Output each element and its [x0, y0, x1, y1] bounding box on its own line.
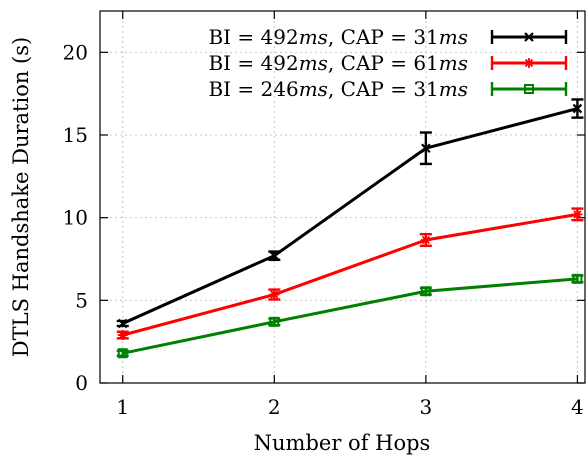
legend-label-part: ms [299, 25, 328, 49]
legend-label-part: , CAP = 31 [328, 25, 439, 49]
x-tick-label: 1 [116, 395, 129, 419]
data-point [269, 290, 279, 300]
y-tick-label: 10 [63, 206, 88, 230]
marker-stroke [421, 235, 431, 245]
legend-label-part: ms [439, 77, 468, 101]
data-point [118, 330, 128, 340]
y-tick-label: 0 [75, 371, 88, 395]
legend-entry-3: BI = 246ms, CAP = 31ms [208, 77, 566, 101]
marker-stroke [269, 290, 279, 300]
marker-stroke [524, 58, 534, 68]
legend-label-part: BI = 492 [208, 51, 298, 75]
legend-label-part: ms [439, 51, 468, 75]
marker-stroke [572, 209, 582, 219]
x-tick-label: 4 [571, 395, 584, 419]
legend-label-part: ms [439, 25, 468, 49]
y-tick-label: 15 [63, 123, 88, 147]
legend-marker [524, 58, 534, 68]
series-2 [117, 209, 584, 340]
legend-label: BI = 492ms, CAP = 61ms [208, 51, 468, 75]
y-tick-label: 20 [63, 40, 88, 64]
legend-label-part: BI = 246 [208, 77, 298, 101]
series-3 [117, 275, 584, 357]
legend-entry-1: BI = 492ms, CAP = 31ms [208, 25, 566, 49]
legend-label-part: BI = 492 [208, 25, 298, 49]
series-group [117, 99, 584, 357]
x-axis-title: Number of Hops [254, 431, 431, 455]
legend-label: BI = 492ms, CAP = 31ms [208, 25, 468, 49]
y-tick-label: 5 [75, 288, 88, 312]
data-point [572, 209, 582, 219]
marker-stroke [118, 330, 128, 340]
series-line [123, 214, 578, 335]
series-1 [117, 99, 584, 327]
data-point [421, 235, 431, 245]
legend-label-part: , CAP = 61 [328, 51, 439, 75]
legend-entry-2: BI = 492ms, CAP = 61ms [208, 51, 566, 75]
x-tick-label: 2 [268, 395, 281, 419]
legend-label: BI = 246ms, CAP = 31ms [208, 77, 468, 101]
x-tick-label: 3 [419, 395, 432, 419]
legend-label-part: , CAP = 31 [328, 77, 439, 101]
legend-label-part: ms [299, 51, 328, 75]
series-line [123, 109, 578, 324]
legend-label-part: ms [299, 77, 328, 101]
y-axis-title: DTLS Handshake Duration (s) [9, 37, 33, 357]
